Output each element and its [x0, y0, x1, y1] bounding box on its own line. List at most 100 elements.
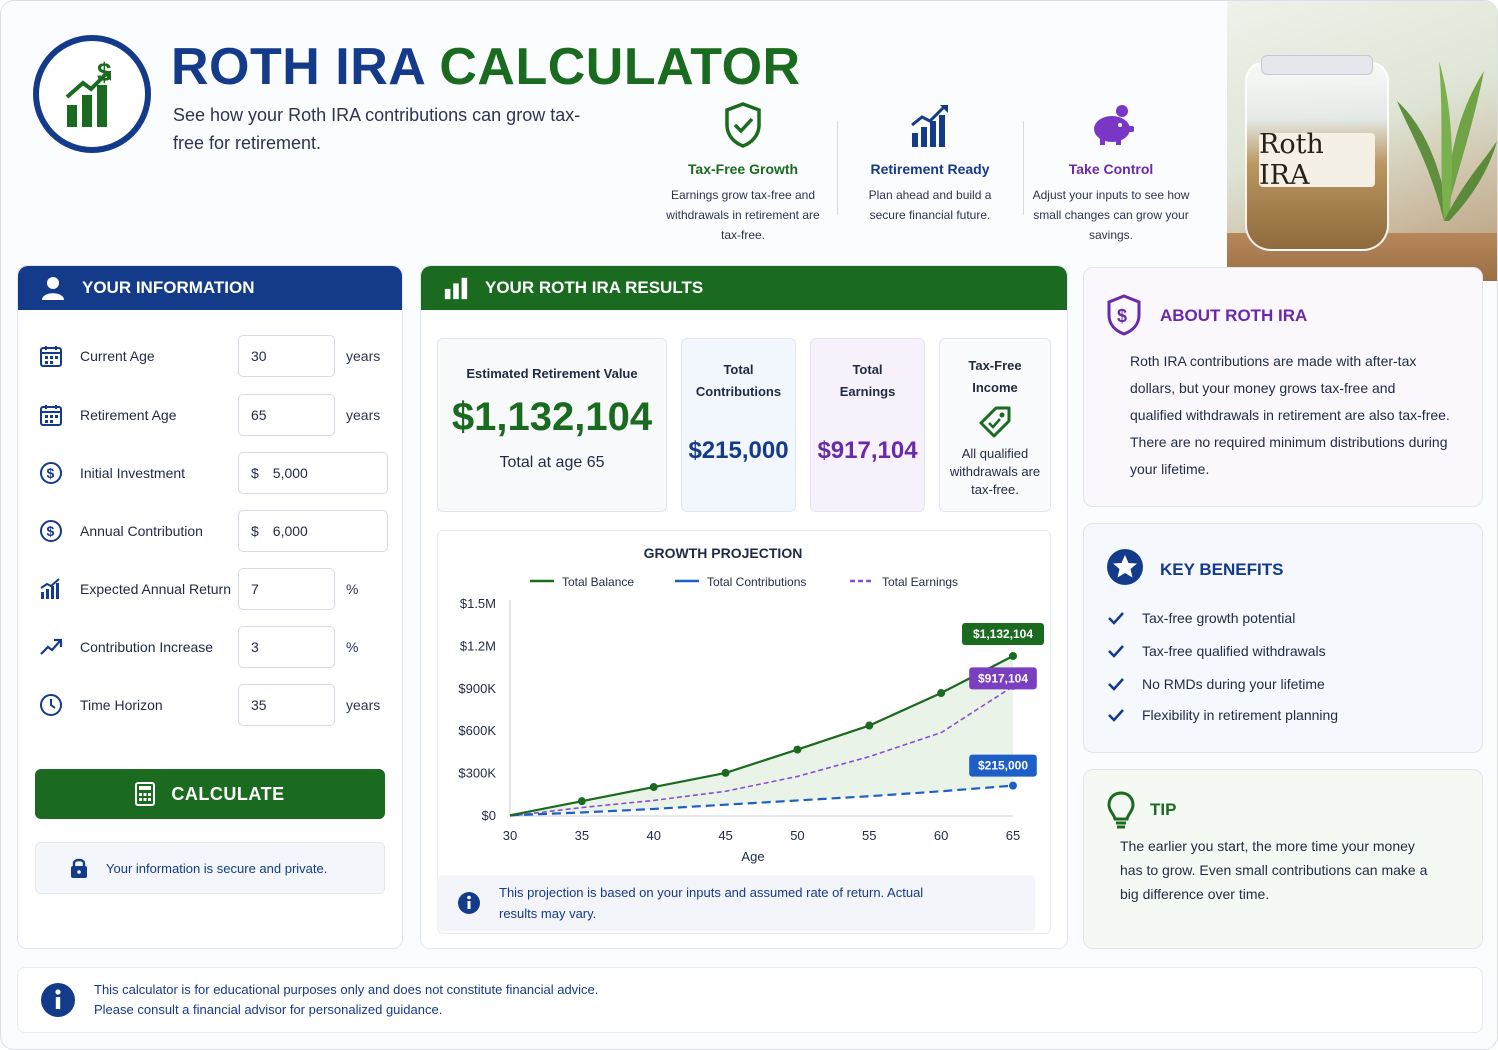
input-value: 6,000: [272, 523, 308, 539]
benefit-item: Tax-free growth potential: [1108, 610, 1295, 626]
feature-take-control: Take Control Adjust your inputs to see h…: [1031, 93, 1191, 245]
current-age-input[interactable]: 30: [238, 335, 335, 377]
annual-contribution-input[interactable]: $6,000: [238, 510, 388, 552]
y-tick-label: $300K: [458, 766, 496, 781]
end-value-label: $1,132,104: [973, 627, 1033, 641]
dollar-circle-icon: $: [40, 520, 62, 542]
field-label: Retirement Age: [80, 407, 177, 423]
field-label: Time Horizon: [80, 697, 163, 713]
chart-grid: $0 $300K $600K $900K $1.2M $1.5M 30 35 40 45 50 55 6…: [458, 596, 1020, 843]
estimated-value: $1,132,104: [451, 395, 653, 439]
chart-plot-area: $1,132,104 $917,104 $215,000: [509, 622, 1044, 817]
page-subtitle: See how your Roth IRA contributions can …: [173, 105, 581, 153]
page-title: ROTH IRA CALCULATOR: [171, 37, 801, 97]
field-expected-return: Expected Annual Return 7 %: [38, 567, 388, 611]
tip-text: The earlier you start, the more time you…: [1120, 838, 1428, 902]
benefit-text: No RMDs during your lifetime: [1142, 676, 1325, 692]
input-value: 3: [251, 639, 259, 655]
field-unit: years: [346, 348, 381, 364]
total-contributions-value: $215,000: [688, 437, 789, 464]
input-value: 30: [251, 348, 267, 364]
initial-investment-input[interactable]: $5,000: [238, 452, 388, 494]
input-value: 7: [251, 581, 259, 597]
check-icon: [1108, 709, 1124, 722]
key-benefits-card: KEY BENEFITS Tax-free growth potential T…: [1083, 523, 1483, 753]
growth-dollar-logo-icon: $: [65, 57, 112, 127]
x-tick-label: 45: [718, 828, 732, 843]
y-tick-label: $600K: [458, 723, 496, 738]
about-text: Roth IRA contributions are made with aft…: [1130, 353, 1450, 477]
total-earnings-card: Total Earnings $917,104: [810, 338, 925, 512]
balance-point: [1009, 651, 1017, 660]
field-unit: %: [346, 639, 359, 655]
balance-point: [577, 797, 586, 806]
field-unit: years: [346, 697, 381, 713]
field-annual-contribution: $ Annual Contribution $6,000: [38, 509, 388, 553]
end-value-label: $917,104: [978, 671, 1028, 685]
retirement-age-input[interactable]: 65: [238, 394, 335, 436]
time-horizon-input[interactable]: 35: [238, 684, 335, 726]
end-value-label: $215,000: [978, 759, 1028, 773]
x-tick-label: 40: [646, 828, 660, 843]
lock-icon: [71, 858, 87, 878]
x-tick-label: 50: [790, 828, 804, 843]
growth-projection-chart: GROWTH PROJECTION Age Total Balance Total…: [437, 530, 1051, 934]
estimated-value-card: Estimated Retirement Value $1,132,104 To…: [437, 338, 667, 512]
expected-return-input[interactable]: 7: [238, 568, 335, 610]
end-value-badge: [969, 667, 1037, 690]
tax-free-label-2: Income: [972, 380, 1018, 395]
disclaimer-footer: This calculator is for educational purpo…: [17, 967, 1483, 1033]
feature-tax-free-growth: Tax-Free Growth Earnings grow tax-free a…: [663, 93, 823, 245]
estimated-value-subtitle: Total at age 65: [499, 454, 605, 471]
total-contributions-label-2: Contributions: [695, 384, 782, 399]
svg-text:$: $: [1117, 306, 1127, 326]
piggy-bank-icon: [1094, 105, 1134, 145]
legend-label: Total Contributions: [707, 575, 806, 589]
title-part-2: CALCULATOR: [439, 38, 801, 96]
projection-note: This projection is based on your inputs …: [437, 875, 1035, 931]
total-contributions-label-1: Total: [723, 362, 754, 377]
x-tick-label: 55: [862, 828, 876, 843]
balance-point: [721, 768, 730, 777]
field-label: Contribution Increase: [80, 639, 214, 655]
contribution-increase-input[interactable]: 3: [238, 626, 335, 668]
jar-label: Roth IRA: [1259, 129, 1375, 191]
total-earnings-label-2: Earnings: [839, 384, 896, 399]
feature-desc: Adjust your inputs to see how small chan…: [1032, 188, 1190, 242]
series-line-total-earnings: [509, 685, 1014, 817]
projection-note-text: This projection is based on your inputs …: [499, 885, 924, 921]
check-icon: [1108, 612, 1124, 625]
plant-illustration: [1397, 61, 1497, 221]
growth-bars-icon: [911, 105, 948, 147]
information-panel-header: YOUR INFORMATION: [18, 266, 402, 310]
bar-chart-icon: [444, 277, 468, 300]
chart-legend: Total Balance Total Contributions Total Ea…: [530, 575, 958, 589]
legend-label: Total Earnings: [882, 575, 958, 589]
field-unit: %: [346, 581, 359, 597]
feature-name: Tax-Free Growth: [687, 161, 799, 177]
input-value: 5,000: [272, 465, 308, 481]
svg-text:$: $: [47, 523, 55, 539]
balance-point: [937, 689, 946, 698]
results-panel-title: YOUR ROTH IRA RESULTS: [485, 278, 704, 297]
series-line-total-balance: [509, 655, 1014, 817]
calendar-icon: [40, 346, 62, 367]
total-contributions-card: Total Contributions $215,000: [681, 338, 796, 512]
input-value: 35: [251, 697, 267, 713]
calculate-button[interactable]: CALCULATE: [35, 769, 385, 819]
about-roth-ira-card: $ ABOUT ROTH IRA Roth IRA contributions …: [1083, 267, 1483, 507]
coin-jar: Roth IRA: [1245, 55, 1389, 251]
shield-check-icon: [725, 102, 761, 148]
information-panel: YOUR INFORMATION Current Age 30 years Re…: [17, 265, 403, 949]
field-initial-investment: $ Initial Investment $5,000: [38, 451, 388, 495]
field-label: Current Age: [80, 348, 155, 364]
input-value: 65: [251, 407, 267, 423]
y-tick-label: $1.2M: [460, 638, 496, 653]
svg-text:$: $: [97, 57, 112, 87]
y-tick-label: $900K: [458, 681, 496, 696]
check-icon: [1108, 678, 1124, 691]
contributions-end-point: [1009, 781, 1017, 790]
user-icon: [42, 277, 64, 300]
divider: [1023, 121, 1024, 215]
total-earnings-label-1: Total: [852, 362, 883, 377]
